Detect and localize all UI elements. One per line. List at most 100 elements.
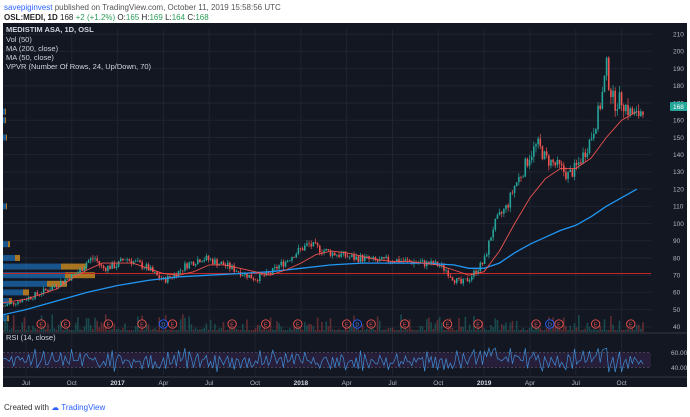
candle-body: [586, 152, 589, 158]
x-tick-label: 2018: [294, 380, 309, 387]
rsi-label[interactable]: RSI (14, close): [6, 333, 56, 342]
volume-bar: [496, 319, 499, 332]
candle-body: [280, 261, 283, 266]
dividend-marker[interactable]: [545, 319, 555, 329]
volume-bar: [70, 330, 73, 332]
volume-bar: [34, 328, 36, 332]
volume-bar: [515, 320, 518, 332]
x-tick-label: Jul: [388, 380, 397, 387]
x-tick-label: Apr: [342, 380, 353, 387]
candle-body: [79, 269, 81, 273]
candle-body: [483, 256, 486, 264]
tradingview-logo-icon[interactable]: ☁: [51, 403, 60, 412]
candle-body: [385, 256, 387, 259]
candle-body: [637, 110, 640, 117]
volume-bar: [293, 326, 295, 332]
candle-body: [96, 258, 98, 262]
earnings-marker[interactable]: [590, 319, 601, 329]
earnings-marker[interactable]: [442, 319, 453, 329]
rsi-line[interactable]: [3, 346, 644, 373]
volume-bar: [132, 329, 135, 332]
legend-vol[interactable]: Vol (50): [6, 35, 32, 44]
legend-ma200[interactable]: MA (200, close): [6, 44, 59, 53]
candle-body: [582, 152, 584, 164]
candle-body: [363, 256, 366, 262]
candle-body: [500, 212, 503, 214]
x-tick-label: Jul: [205, 380, 214, 387]
candle-body: [314, 242, 317, 244]
candle-body: [642, 111, 644, 115]
candle-body: [565, 172, 567, 179]
earnings-marker[interactable]: [261, 319, 271, 329]
rsi-pane[interactable]: 60.00 40.00: [3, 346, 687, 373]
volume-bar: [640, 328, 642, 332]
earnings-marker[interactable]: [103, 319, 114, 329]
earnings-marker[interactable]: [531, 319, 541, 329]
volume-bar: [119, 329, 122, 332]
earnings-marker[interactable]: [167, 319, 178, 329]
legend-title: MEDISTIM ASA, 1D, OSL: [6, 25, 94, 34]
volume-bar: [51, 314, 54, 332]
candle-body: [256, 280, 259, 282]
earnings-marker[interactable]: [227, 319, 237, 329]
volume-bar: [500, 324, 503, 332]
volume-bar: [595, 329, 597, 332]
candle-body: [577, 162, 580, 165]
y-tick-label: 160: [673, 118, 684, 125]
volume-bar: [244, 329, 246, 332]
volume-bar: [284, 329, 287, 332]
volume-bar: [592, 329, 595, 332]
legend-vpvr[interactable]: VPVR (Number Of Rows, 24, Up/Down, 70): [6, 62, 152, 71]
event-marker-letter: E: [39, 322, 43, 328]
volume-bar: [631, 325, 634, 332]
candle-body: [481, 262, 484, 264]
earnings-marker[interactable]: [293, 319, 303, 329]
candle-body: [458, 278, 460, 279]
volume-bar: [368, 329, 370, 332]
vpvr-row-down: [15, 254, 20, 261]
earnings-marker[interactable]: [137, 319, 147, 329]
earnings-marker[interactable]: [366, 319, 376, 329]
dividend-marker[interactable]: [352, 319, 363, 329]
earnings-marker[interactable]: [342, 319, 352, 329]
username-link[interactable]: savepiginvest: [4, 3, 53, 12]
candle-body: [122, 258, 124, 261]
open-value: 165: [125, 13, 140, 22]
time-axis[interactable]: Jul Oct 2017 Apr Jul Oct 2018 Apr Jul Oct 2019 Apr J…: [3, 376, 687, 387]
volume-bar: [49, 329, 51, 332]
vpvr-row-down: [6, 134, 7, 141]
candle-body: [333, 252, 336, 256]
candle-body: [571, 169, 574, 177]
event-marker-letter: E: [446, 322, 450, 328]
volume-bar: [614, 329, 616, 332]
candle-body: [513, 185, 516, 193]
volume-bar: [451, 327, 454, 332]
earnings-marker[interactable]: [626, 319, 636, 329]
earnings-marker[interactable]: [554, 319, 564, 329]
earnings-marker[interactable]: [400, 319, 410, 329]
volume-bar: [241, 323, 244, 332]
legend-ma50[interactable]: MA (50, close): [6, 53, 54, 62]
earnings-marker[interactable]: [473, 319, 483, 329]
dividend-marker[interactable]: [158, 319, 169, 329]
candle-body: [310, 243, 313, 247]
earnings-marker[interactable]: [60, 319, 71, 329]
series-line-ma-50-close-[interactable]: [3, 111, 638, 304]
candle-body: [181, 270, 184, 272]
candle-body: [164, 277, 167, 283]
candle-body: [4, 305, 6, 307]
volume-bar: [316, 317, 319, 332]
volume-bar: [250, 329, 253, 332]
candle-body: [509, 192, 512, 208]
volume-bar: [633, 329, 636, 332]
volume-bar: [4, 319, 6, 332]
event-marker-letter: E: [557, 322, 561, 328]
series-line-ma-200-close-[interactable]: [3, 188, 638, 316]
earnings-marker[interactable]: [36, 319, 46, 329]
volume-bar: [541, 329, 544, 332]
tradingview-brand[interactable]: TradingView: [61, 403, 106, 412]
volume-bar: [511, 320, 514, 332]
series-lines: [3, 111, 638, 316]
